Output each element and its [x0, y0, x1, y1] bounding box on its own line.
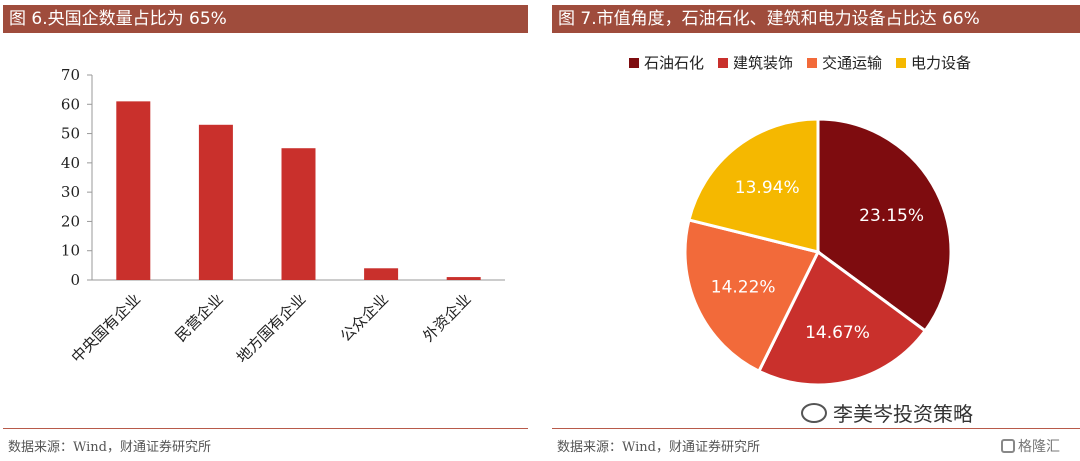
left-chart-panel: 图 6.央国企数量占比为 65% 0 10 20 30 40 50 60 70 中央国有企业 民营…: [0, 0, 528, 461]
y-tick-label: 60: [61, 95, 80, 113]
pie-slice-label: 14.67%: [805, 323, 870, 343]
y-tick-label: 0: [70, 271, 80, 289]
y-tick-label: 20: [61, 212, 80, 230]
legend-swatch: [629, 57, 639, 68]
bar: [446, 277, 481, 280]
x-category-label: 中央国有企业: [68, 290, 144, 366]
pie-slice-label: 14.22%: [711, 278, 776, 298]
logo-icon: [1001, 439, 1015, 453]
legend-swatch: [807, 57, 818, 68]
legend-item: 电力设备: [896, 52, 971, 73]
right-source-note: 数据来源：Wind，财通证券研究所: [557, 440, 760, 455]
y-tick-label: 70: [61, 66, 80, 84]
pie-slice: [683, 218, 821, 374]
pie-slice: [816, 117, 953, 333]
left-source-note: 数据来源：Wind，财通证券研究所: [8, 440, 211, 455]
y-tick-label: 40: [61, 154, 80, 172]
pie-legend: 石油石化 建筑装饰 交通运输 电力设备: [629, 52, 971, 73]
left-chart-title: 图 6.央国企数量占比为 65%: [3, 5, 528, 33]
x-category-label: 民营企业: [172, 290, 227, 345]
watermark-text: 李美岑投资策略: [833, 402, 973, 426]
y-tick-label: 10: [61, 242, 80, 260]
right-chart-title: 图 7.市值角度，石油石化、建筑和电力设备占比达 66%: [552, 5, 1080, 33]
bar: [281, 148, 316, 280]
legend-label: 建筑装饰: [733, 54, 794, 72]
right-chart-panel: 图 7.市值角度，石油石化、建筑和电力设备占比达 66% 石油石化 建筑装饰 交通运…: [549, 0, 1080, 461]
pie-slice-label: 13.94%: [735, 178, 800, 198]
legend-label: 电力设备: [911, 54, 972, 72]
left-footer-divider: [3, 428, 528, 429]
y-tick-label: 50: [61, 125, 80, 143]
right-footer-divider: [552, 428, 1080, 429]
wechat-icon: [801, 402, 827, 423]
legend-swatch: [718, 57, 729, 68]
pie-slice: [756, 249, 928, 387]
x-category-label: 外资企业: [419, 290, 474, 345]
pie-chart: 23.15% 14.67% 14.22% 13.94%: [683, 117, 953, 387]
legend-swatch: [896, 57, 907, 68]
pie-slice-label: 23.15%: [859, 206, 924, 226]
bar: [198, 124, 233, 281]
x-category-label: 地方国有企业: [233, 290, 309, 366]
x-category-label: 公众企业: [337, 290, 392, 345]
bar: [116, 101, 151, 280]
legend-label: 交通运输: [822, 54, 883, 72]
legend-item: 石油石化: [629, 52, 704, 73]
pie-slice: [687, 117, 820, 254]
bar-chart: 0 10 20 30 40 50 60 70 中央国有企业 民营企业 地方国有企业 公众企业 外资企业: [61, 66, 505, 366]
legend-item: 建筑装饰: [718, 52, 793, 73]
legend-item: 交通运输: [807, 52, 882, 73]
watermark: 李美岑投资策略: [801, 398, 973, 427]
site-logo: 格隆汇: [1001, 436, 1060, 456]
y-tick-label: 30: [61, 183, 80, 201]
bar: [364, 268, 399, 280]
logo-text: 格隆汇: [1018, 439, 1060, 455]
legend-label: 石油石化: [644, 54, 705, 72]
